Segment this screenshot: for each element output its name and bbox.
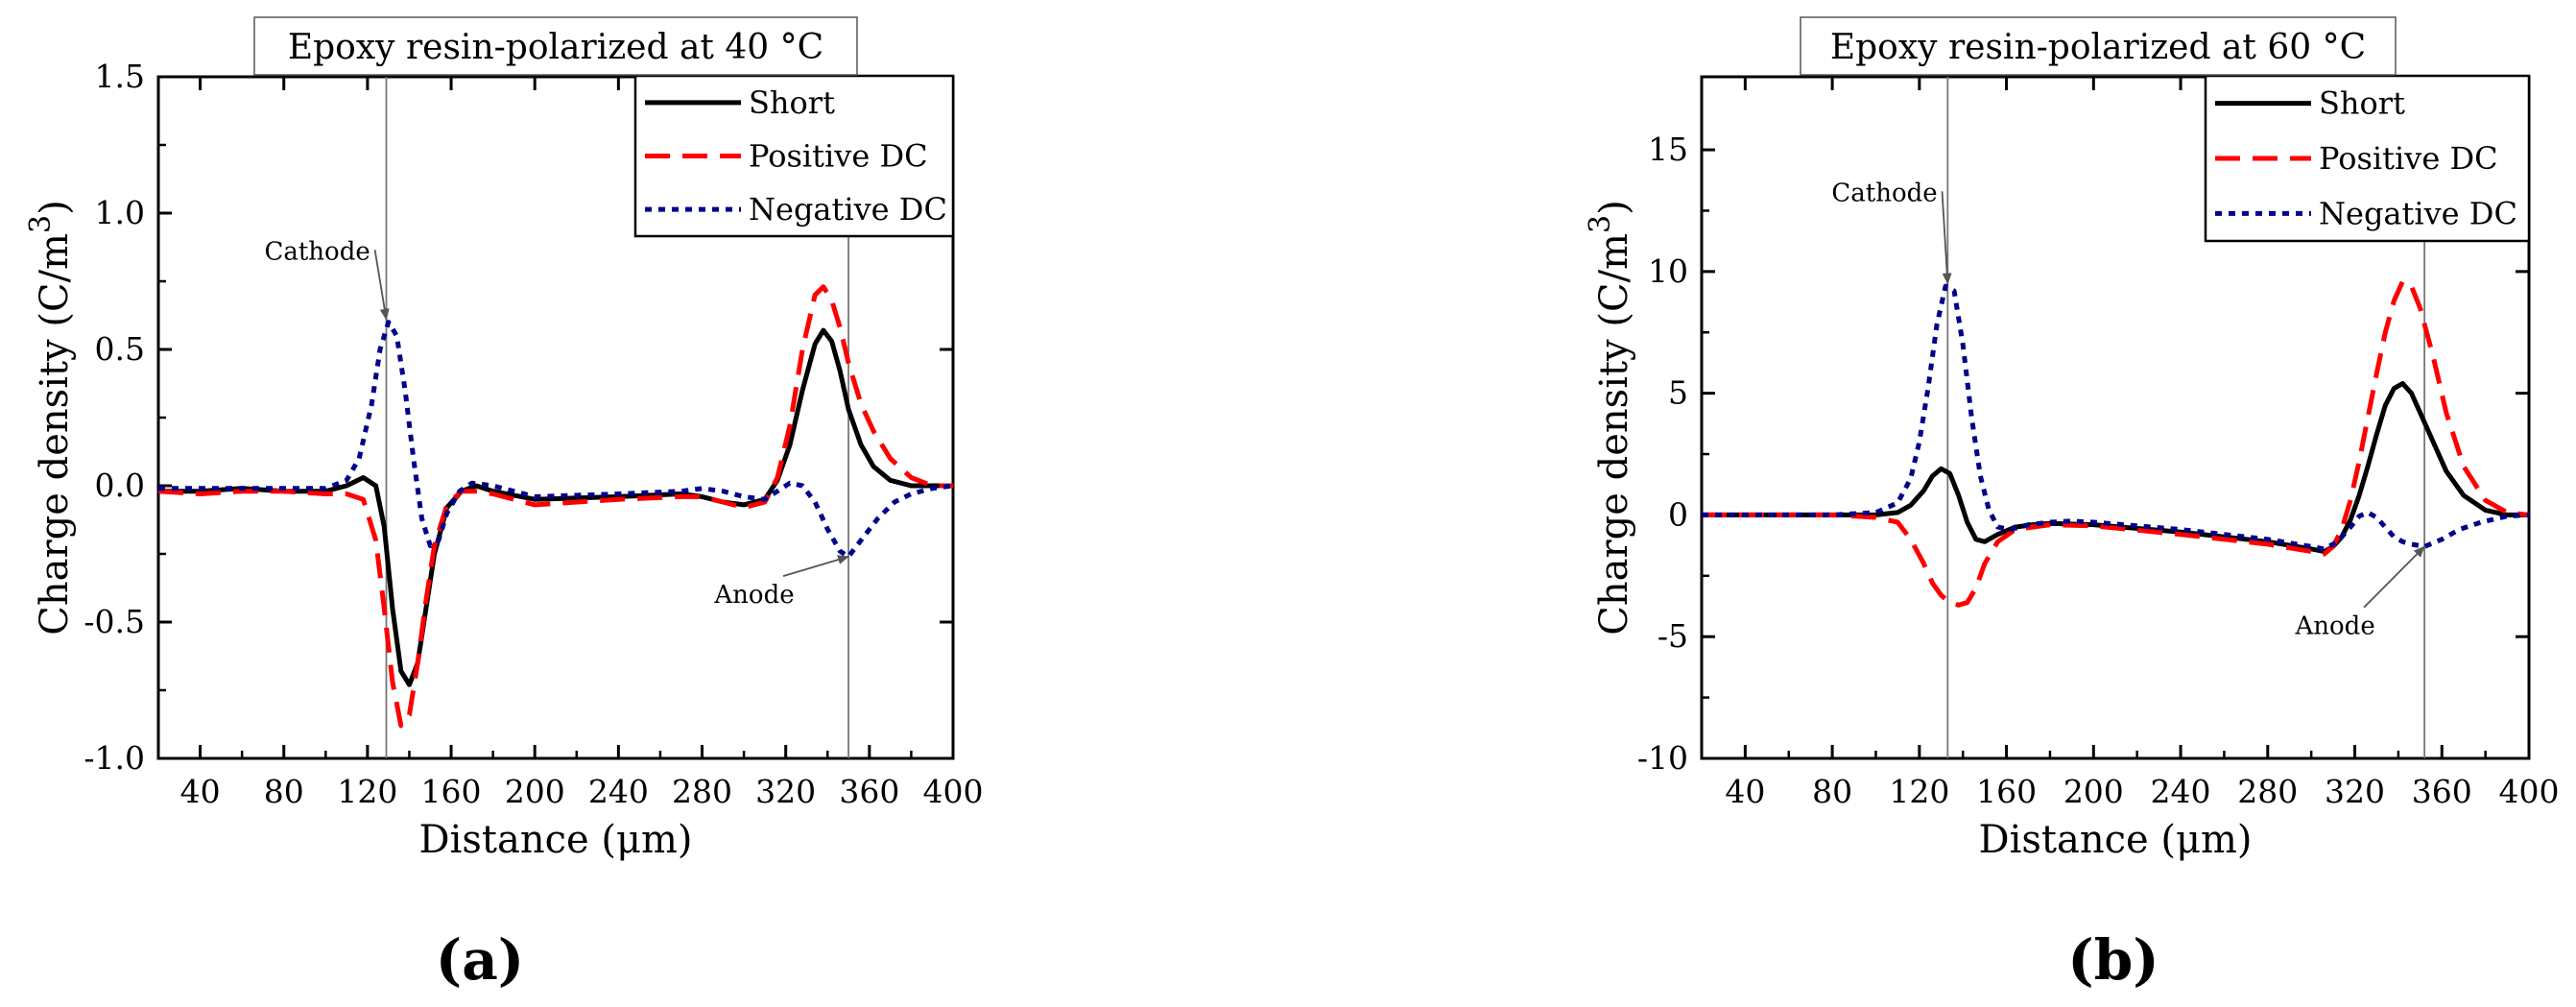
x-tick-label: 40 [1725, 773, 1765, 810]
series-group [158, 284, 953, 729]
series-group [1702, 278, 2529, 608]
legend-label-positive-dc: Positive DC [749, 138, 928, 175]
x-tick-label: 240 [588, 773, 649, 810]
x-tick-label: 400 [2499, 773, 2560, 810]
x-tick-label: 160 [421, 773, 482, 810]
series-line-positive-dc [158, 284, 953, 729]
y-tick-label: 0.5 [95, 330, 145, 368]
y-tick-label: 15 [1648, 131, 1688, 168]
annotation-anode: Anode [713, 581, 794, 610]
annotation-arrow [373, 250, 390, 321]
x-tick-label: 280 [2237, 773, 2298, 810]
y-tick-label: -10 [1637, 739, 1688, 777]
y-axis-title-superscript: 3 [24, 215, 58, 233]
annotation-arrow [2363, 545, 2425, 609]
y-tick-label: 1.0 [95, 194, 145, 231]
x-tick-label: 280 [672, 773, 732, 810]
x-tick-label: 160 [1976, 773, 2037, 810]
x-tick-label: 200 [505, 773, 565, 810]
y-tick-label: 5 [1668, 374, 1688, 412]
x-tick-label: 80 [1812, 773, 1852, 810]
y-tick-label: 10 [1648, 252, 1688, 290]
legend: Short Positive DC Negative DC [2204, 74, 2531, 243]
x-tick-label: 120 [337, 773, 397, 810]
x-tick-label: 400 [923, 773, 984, 810]
x-tick-label: 80 [264, 773, 304, 810]
x-tick-label: 320 [2325, 773, 2385, 810]
y-axis-title-close: ) [33, 200, 77, 215]
panel-label: (a) [436, 927, 524, 993]
y-tick-label: -5 [1658, 617, 1688, 655]
series-line-negative-dc [1702, 283, 2529, 552]
panel-label: (b) [2067, 927, 2159, 993]
y-axis-title-superscript: 3 [1584, 215, 1617, 233]
chart-panel-a: 40 80 120 160 200 240 280 320 360 400 -1.0 -0.5 0.0 0… [24, 16, 984, 993]
chart-panels: 40 80 120 160 200 240 280 320 360 400-1.0-0.50.00… [24, 16, 2560, 993]
annotation-cathode: Cathode [1831, 179, 1937, 207]
x-tick-label: 120 [1889, 773, 1949, 810]
x-tick-label: 360 [839, 773, 899, 810]
legend-label-negative-dc: Negative DC [749, 191, 947, 228]
annotation-cathode: Cathode [264, 237, 370, 266]
x-tick-label: 320 [755, 773, 816, 810]
y-tick-label: -1.0 [83, 739, 145, 777]
y-axis-title-close: ) [1592, 200, 1636, 215]
series-line-negative-dc [158, 320, 953, 560]
y-tick-label: -0.5 [83, 603, 145, 640]
x-tick-label: 240 [2151, 773, 2211, 810]
title-box [1800, 16, 2397, 76]
plot-frame [1700, 75, 2531, 760]
series-line-positive-dc [1702, 278, 2529, 608]
chart-title: Epoxy resin-polarized at 60 °C [1830, 28, 2366, 67]
chart-title: Epoxy resin-polarized at 40 °C [288, 28, 823, 67]
annotation-anode: Anode [2295, 612, 2375, 641]
legend-label-negative-dc: Negative DC [2319, 195, 2517, 231]
legend-label-short: Short [749, 84, 835, 121]
chart-panel-b: 40 80 120 160 200 240 280 320 360 400 -10 -5 0 5 10 15 D… [1584, 16, 2560, 993]
legend: Short Positive DC Negative DC [633, 74, 955, 238]
legend-label-short: Short [2319, 85, 2405, 122]
y-tick-label: 0 [1668, 495, 1688, 533]
series-line-short [158, 327, 953, 687]
x-tick-label: 360 [2412, 773, 2472, 810]
annotation-arrow [1941, 191, 1952, 285]
title-box [253, 16, 858, 76]
legend-label-positive-dc: Positive DC [2319, 140, 2498, 177]
x-tick-label: 200 [2063, 773, 2124, 810]
y-axis-title: Charge density (C/m3) [1584, 200, 1636, 635]
x-tick-label: 40 [180, 773, 221, 810]
y-tick-label: 0.0 [95, 467, 145, 504]
x-axis-title: Distance (μm) [1979, 818, 2253, 862]
y-axis-title: Charge density (C/m3) [24, 200, 77, 635]
x-axis-title: Distance (μm) [419, 818, 693, 862]
y-tick-label: 1.5 [95, 58, 145, 95]
annotation-arrow [782, 555, 850, 577]
